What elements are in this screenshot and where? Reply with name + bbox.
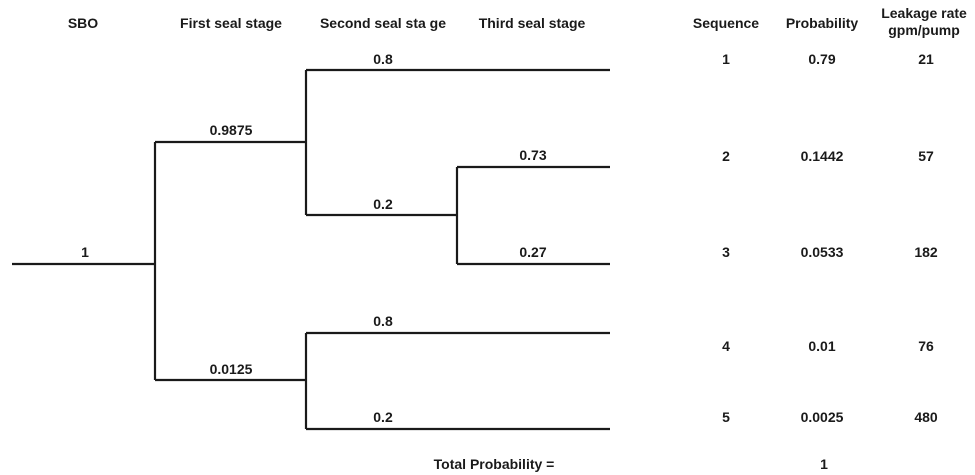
leakage-5: 480 [914,409,938,425]
sequence-5: 5 [722,409,730,425]
branch-label-sbo: 1 [81,244,89,260]
header-sbo: SBO [67,15,99,31]
leakage-2: 57 [918,148,934,164]
branch-label-second-success-upper: 0.8 [373,51,393,67]
total-probability-label: Total Probability = [433,456,555,472]
leakage-4: 76 [918,338,934,354]
sequence-2: 2 [722,148,730,164]
header-probability: Probability [785,15,859,31]
probability-5: 0.0025 [800,409,844,425]
branch-label-first-success: 0.9875 [209,122,253,138]
probability-4: 0.01 [808,338,836,354]
header-leakage-rate: Leakage rate gpm/pump [881,5,967,39]
branch-label-second-success-lower: 0.8 [373,313,393,329]
probability-2: 0.1442 [800,148,844,164]
header-leakage-rate-line2: gpm/pump [888,22,960,38]
header-leakage-rate-line1: Leakage rate [881,5,967,21]
leakage-3: 182 [914,244,938,260]
sequence-4: 4 [722,338,730,354]
branch-label-first-failure: 0.0125 [209,361,253,377]
sequence-1: 1 [722,51,730,67]
sequence-3: 3 [722,244,730,260]
probability-1: 0.79 [808,51,836,67]
leakage-1: 21 [918,51,934,67]
branch-label-second-failure-lower: 0.2 [373,409,393,425]
header-sequence: Sequence [692,15,760,31]
branch-label-second-failure-upper: 0.2 [373,196,393,212]
header-third-seal-stage: Third seal stage [478,15,586,31]
branch-label-third-failure: 0.27 [519,244,547,260]
branch-label-third-success: 0.73 [519,147,547,163]
total-probability-value: 1 [820,456,828,472]
probability-3: 0.0533 [800,244,844,260]
header-first-seal-stage: First seal stage [180,15,282,31]
header-second-seal-stage: Second seal sta ge [319,15,447,31]
